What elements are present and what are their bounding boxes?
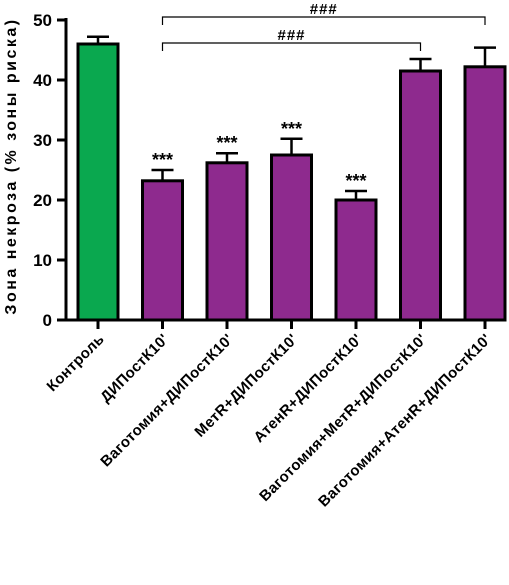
significance-label: *** <box>345 171 366 191</box>
y-tick-label: 20 <box>33 191 52 210</box>
y-axis-label: Зона некроза (% зоны риска) <box>3 17 20 314</box>
y-tick-label: 40 <box>33 71 52 90</box>
bar <box>141 179 184 322</box>
significance-brackets: ### ### <box>161 1 486 51</box>
significance-label: *** <box>216 133 237 153</box>
bar <box>334 198 378 322</box>
y-tick-label: 0 <box>43 311 52 330</box>
bars-group: *** *** *** *** <box>76 35 507 322</box>
y-axis-label-group: Зона некроза (% зоны риска) <box>3 17 20 314</box>
significance-bracket <box>161 42 422 51</box>
bracket-label: ### <box>310 1 338 18</box>
x-tick-label: Ваготомия+ДИПостК10' <box>97 331 236 470</box>
x-tick-label: Контроль <box>44 331 108 395</box>
bar <box>205 161 249 322</box>
y-tick-label: 50 <box>33 11 52 30</box>
significance-label: *** <box>152 150 173 170</box>
x-tick-label: АтенR+ДИПостК10' <box>251 331 366 446</box>
bar <box>270 153 313 322</box>
y-tick-label: 10 <box>33 251 52 270</box>
y-tick-label: 30 <box>33 131 52 150</box>
bar <box>399 69 442 322</box>
significance-bracket <box>161 16 486 25</box>
bar <box>463 65 507 322</box>
significance-label: *** <box>281 119 302 139</box>
bracket-label: ### <box>277 27 305 44</box>
bar <box>76 42 120 322</box>
